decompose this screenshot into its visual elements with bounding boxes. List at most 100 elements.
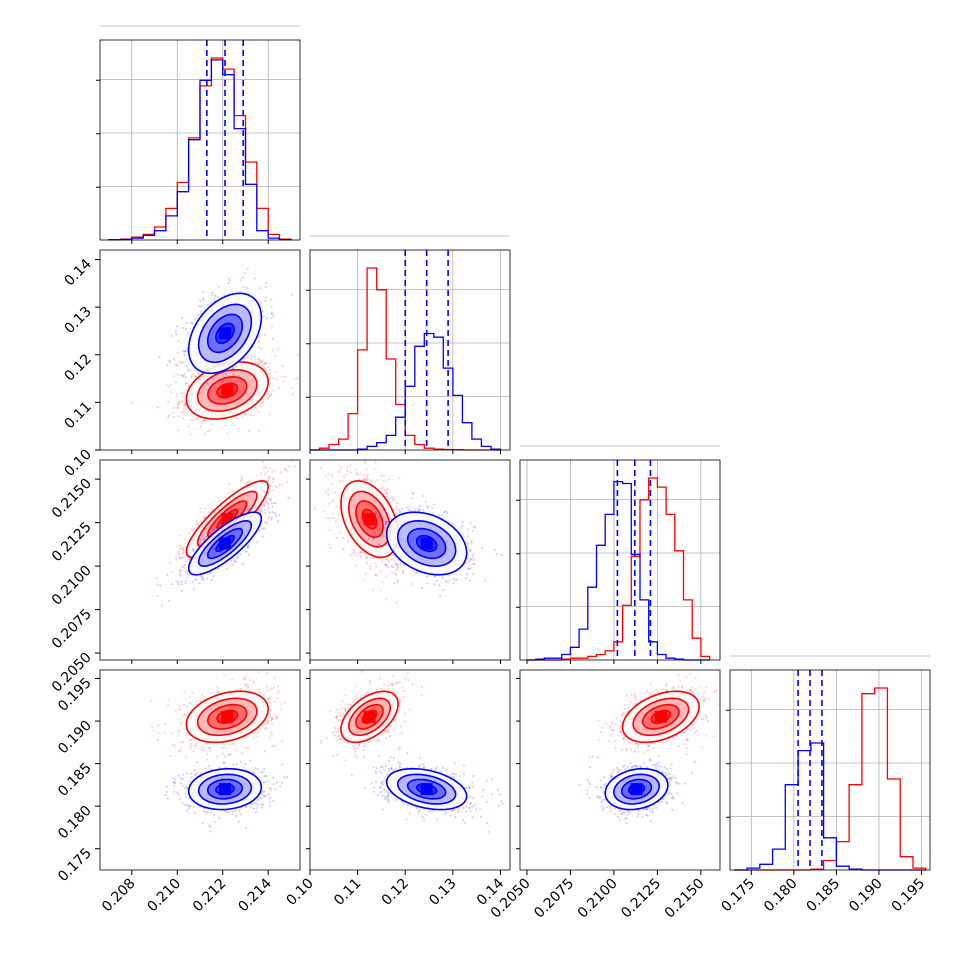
scatter-point [177, 401, 180, 404]
scatter-point [272, 477, 275, 481]
scatter-point [191, 529, 194, 532]
scatter-point [268, 475, 271, 478]
scatter-point [247, 553, 250, 557]
scatter-point [237, 374, 240, 378]
scatter-point [254, 361, 257, 364]
scatter-point [411, 583, 414, 586]
scatter-point [438, 514, 441, 517]
scatter-point [183, 691, 186, 694]
scatter-point [375, 513, 379, 516]
scatter-point [178, 557, 181, 560]
scatter-point [375, 511, 378, 514]
scatter-point [275, 512, 278, 515]
scatter-point [184, 545, 187, 548]
scatter-point [167, 401, 170, 404]
scatter-point [227, 281, 230, 285]
scatter-point [210, 301, 213, 304]
scatter-point [364, 549, 367, 552]
scatter-point [179, 580, 183, 583]
panel-content-2-0 [155, 460, 300, 607]
scatter-point [204, 433, 207, 436]
scatter-point [186, 573, 189, 576]
scatter-point [369, 565, 372, 568]
scatter-point [271, 717, 274, 721]
scatter-point [276, 685, 279, 688]
scatter-point [431, 506, 434, 509]
scatter-point [277, 520, 280, 523]
scatter-point [296, 376, 299, 379]
scatter-point [175, 395, 178, 398]
scatter-point [446, 581, 449, 584]
scatter-point [183, 350, 186, 353]
scatter-point [265, 369, 268, 373]
scatter-point [384, 520, 387, 523]
scatter-point [393, 498, 396, 501]
scatter-point [286, 470, 289, 473]
scatter-point [272, 489, 275, 492]
scatter-point [211, 294, 214, 297]
scatter-point [422, 509, 425, 512]
scatter-point [261, 461, 264, 464]
scatter-point [184, 376, 187, 379]
scatter-point [180, 589, 184, 592]
scatter-point [188, 739, 191, 742]
scatter-point [266, 470, 269, 473]
scatter-point [268, 372, 271, 375]
scatter-point [346, 540, 349, 543]
scatter-point [190, 419, 193, 422]
scatter-point [185, 756, 188, 759]
scatter-point [418, 505, 421, 508]
scatter-point [210, 578, 213, 582]
scatter-point [271, 722, 274, 725]
scatter-point [331, 501, 334, 504]
scatter-point [181, 317, 184, 320]
scatter-point [208, 746, 211, 750]
scatter-point [199, 299, 202, 302]
scatter-point [222, 743, 226, 746]
scatter-point [359, 554, 362, 557]
scatter-point [294, 378, 297, 381]
scatter-point [372, 538, 375, 541]
scatter-point [209, 385, 212, 388]
scatter-point [218, 286, 221, 289]
scatter-point [256, 474, 259, 477]
scatter-point [472, 525, 475, 528]
scatter-point [385, 512, 388, 516]
scatter-point [359, 472, 362, 476]
scatter-point [246, 356, 249, 359]
scatter-point [278, 514, 281, 517]
scatter-point [372, 557, 375, 560]
scatter-point [181, 375, 185, 378]
panel-frame [99, 249, 301, 451]
scatter-point [249, 507, 252, 510]
scatter-point [178, 550, 181, 553]
scatter-point [202, 537, 206, 540]
scatter-point [470, 540, 473, 543]
scatter-point [243, 550, 246, 553]
scatter-point [181, 361, 184, 364]
scatter-point [201, 422, 204, 425]
scatter-point [411, 491, 414, 494]
scatter-point [273, 468, 276, 471]
scatter-point [283, 375, 287, 378]
scatter-point [448, 578, 451, 581]
scatter-point [222, 673, 226, 676]
scatter-point [222, 375, 225, 378]
scatter-point [375, 565, 378, 569]
scatter-point [284, 701, 287, 704]
scatter-point [267, 697, 270, 701]
scatter-point [465, 577, 468, 580]
scatter-point [157, 724, 160, 727]
scatter-point [180, 569, 183, 572]
scatter-point [198, 543, 201, 546]
scatter-point [261, 402, 265, 405]
scatter-point [271, 349, 274, 352]
scatter-point [194, 318, 197, 321]
scatter-point [244, 678, 247, 681]
scatter-point [172, 415, 175, 418]
scatter-point [270, 502, 273, 505]
scatter-point [364, 479, 367, 482]
scatter-point [251, 491, 254, 495]
scatter-point [209, 749, 212, 752]
scatter-point [247, 429, 250, 433]
